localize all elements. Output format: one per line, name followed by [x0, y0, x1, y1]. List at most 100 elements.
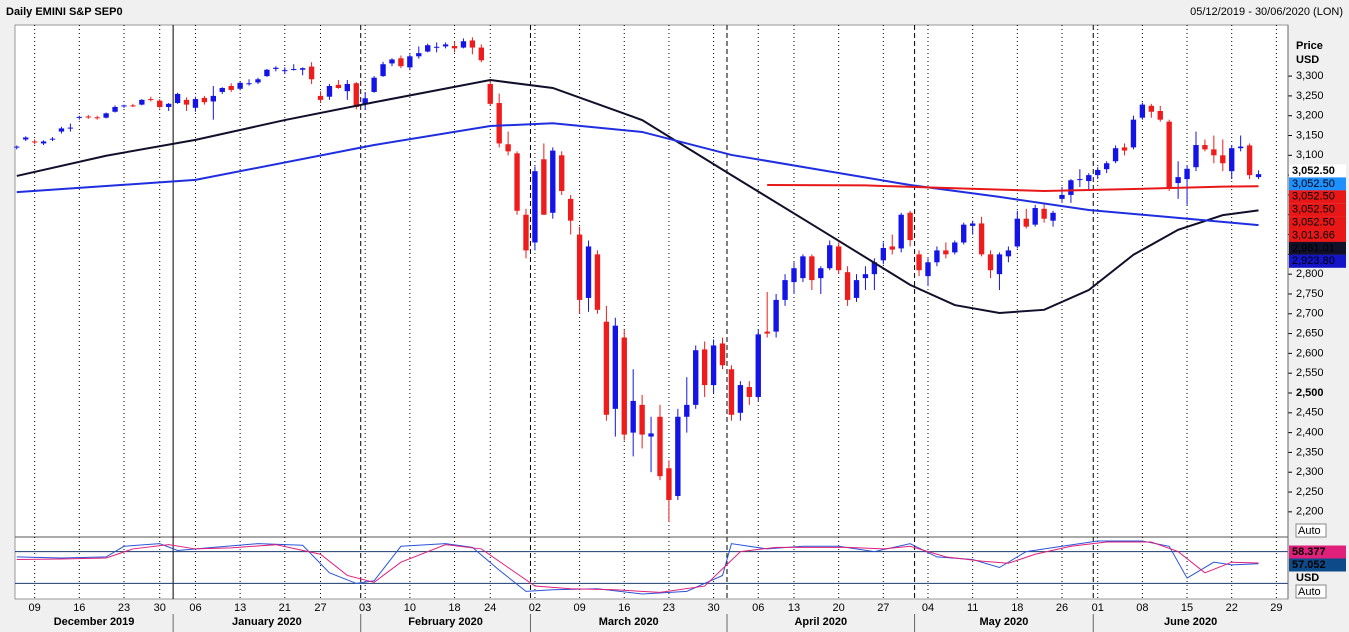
y-tick-label: 2,500 — [1296, 387, 1324, 399]
stochastic-line — [16, 541, 1259, 593]
x-tick-label: 06 — [752, 602, 764, 614]
moving-average — [16, 79, 1259, 314]
month-label: May 2020 — [979, 616, 1028, 628]
candle-body — [478, 47, 484, 61]
x-tick-label: 22 — [1226, 602, 1238, 614]
candle-body — [1166, 121, 1172, 189]
price-label-box — [1289, 241, 1346, 255]
candle-body — [433, 46, 440, 48]
candle-body — [23, 137, 29, 140]
candle-body — [469, 40, 476, 48]
candle-body — [925, 262, 931, 277]
x-tick-label: 27 — [314, 602, 326, 614]
y-tick-label: 2,650 — [1296, 327, 1324, 339]
candle-body — [675, 416, 681, 496]
candle-body — [550, 150, 556, 213]
candle-body — [219, 87, 225, 92]
candle-body — [1193, 145, 1199, 168]
candle-body — [961, 224, 967, 243]
x-tick-label: 27 — [877, 602, 889, 614]
axis-title: Price — [1296, 40, 1323, 52]
candle-body — [791, 268, 797, 283]
moving-average — [16, 122, 1259, 227]
y-tick-label: 2,750 — [1296, 288, 1324, 300]
y-tick-label: 2,450 — [1296, 407, 1324, 419]
month-label: December 2019 — [54, 616, 135, 628]
candle-body — [630, 400, 636, 433]
auto-button[interactable] — [1295, 523, 1327, 538]
y-tick-label: 2,300 — [1296, 466, 1324, 478]
candle-body — [621, 337, 627, 435]
x-tick-label: 26 — [1056, 602, 1068, 614]
candle-body — [1068, 180, 1074, 195]
candle-body — [1130, 119, 1137, 148]
candle-body — [353, 83, 359, 107]
plot-area — [14, 24, 1289, 600]
stochastic-label: 58.377 — [1292, 546, 1326, 558]
candle-body — [755, 334, 761, 397]
candle-body — [58, 128, 65, 132]
candle-body — [871, 262, 878, 275]
candle-body — [165, 103, 172, 107]
auto-button[interactable] — [1295, 584, 1327, 599]
y-tick-label: 2,700 — [1296, 308, 1324, 320]
month-label: January 2020 — [232, 616, 302, 628]
candle-body — [978, 223, 985, 255]
candle-body — [916, 254, 922, 271]
candle-body — [800, 256, 806, 279]
price-label: 3,013.66 — [1292, 229, 1335, 241]
candle-body — [389, 59, 395, 64]
candle-body — [451, 45, 458, 49]
candle-body — [317, 95, 324, 100]
auto-button-label[interactable]: Auto — [1298, 586, 1321, 598]
price-label-box — [1289, 216, 1346, 230]
candle-body — [1157, 110, 1163, 120]
candle-body — [460, 41, 467, 48]
candle-body — [425, 45, 431, 52]
candle-body — [701, 349, 708, 386]
y-tick-label: 2,200 — [1296, 506, 1324, 518]
candle-body — [1086, 175, 1092, 182]
candle-body — [898, 214, 904, 249]
x-tick-label: 30 — [154, 602, 166, 614]
y-tick-label: 3,200 — [1296, 110, 1324, 122]
candle-body — [719, 343, 726, 366]
x-tick-label: 23 — [118, 602, 130, 614]
x-tick-label: 09 — [29, 602, 41, 614]
candle-body — [853, 280, 860, 298]
candle-body — [380, 64, 386, 77]
candle-body — [94, 117, 100, 119]
y-tick-label: 3,150 — [1296, 129, 1324, 141]
y-tick-label: 3,250 — [1296, 90, 1324, 102]
candle-body — [344, 84, 350, 92]
unit-label: USD — [1296, 572, 1319, 584]
candle-body — [1059, 194, 1065, 199]
candle-body — [76, 116, 82, 118]
candle-body — [1139, 104, 1146, 118]
candle-body — [1220, 155, 1226, 164]
candle-body — [710, 345, 717, 386]
candle-body — [1041, 208, 1047, 219]
candle-body — [103, 113, 109, 118]
candle-body — [49, 138, 56, 140]
candle-body — [880, 248, 886, 261]
candle-body — [496, 103, 502, 144]
candle-body — [282, 70, 288, 72]
y-tick-label: 2,800 — [1296, 268, 1324, 280]
candle-body — [603, 321, 610, 415]
candle-body — [273, 67, 279, 69]
moving-average — [767, 184, 1259, 192]
x-tick-label: 30 — [707, 602, 719, 614]
x-tick-label: 15 — [1181, 602, 1193, 614]
candle-body — [523, 214, 529, 251]
x-tick-label: 23 — [663, 602, 675, 614]
y-tick-label: 3,300 — [1296, 70, 1324, 82]
candle-body — [1103, 163, 1110, 170]
auto-button-label[interactable]: Auto — [1298, 525, 1321, 537]
candle-body — [907, 212, 913, 241]
stochastic-label: 57.052 — [1292, 559, 1326, 571]
price-label: 2,961.01 — [1292, 242, 1335, 254]
x-tick-label: 04 — [922, 602, 934, 614]
candle-body — [612, 325, 618, 409]
candle-body — [416, 53, 422, 57]
